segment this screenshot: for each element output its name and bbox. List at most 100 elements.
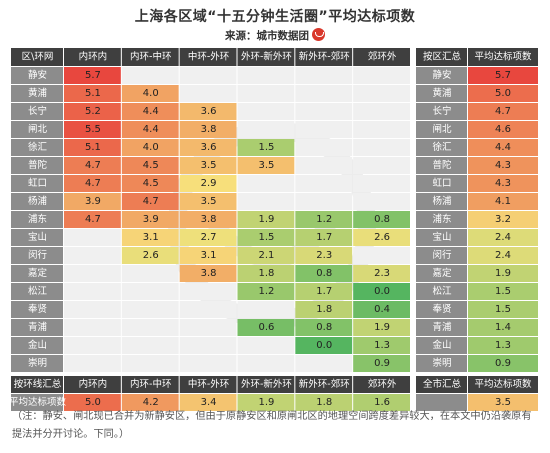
cell-value: 1.7 bbox=[316, 232, 332, 243]
district-total-cell bbox=[468, 229, 538, 246]
cell-value: 3.9 bbox=[85, 196, 101, 207]
cell-value: 4.5 bbox=[143, 160, 159, 171]
row-label: 闵行 bbox=[28, 249, 48, 261]
row-label: 宝山 bbox=[28, 231, 47, 243]
district-total-cell bbox=[468, 355, 538, 372]
side-row-label: 嘉定 bbox=[432, 267, 452, 279]
side-row-label-cell bbox=[416, 193, 467, 210]
side-value-header-label: 平均达标项数 bbox=[474, 51, 532, 63]
district-total-value: 2.4 bbox=[495, 232, 511, 243]
empty-cell bbox=[121, 283, 179, 300]
empty-cell bbox=[179, 283, 237, 300]
side-row-label: 奉贤 bbox=[432, 303, 452, 315]
column-header bbox=[295, 48, 353, 66]
side-value-header bbox=[468, 48, 538, 66]
heatmap-cell bbox=[121, 85, 179, 102]
cell-value: 2.6 bbox=[143, 250, 159, 261]
heatmap-cell bbox=[353, 337, 410, 354]
side-row-label: 杨浦 bbox=[432, 195, 452, 207]
row-label-cell bbox=[11, 193, 63, 210]
row-label: 闸北 bbox=[28, 123, 48, 135]
cell-value: 0.8 bbox=[374, 214, 390, 225]
chart-title: 上海各区域“十五分钟生活圈”平均达标项数 bbox=[134, 9, 416, 25]
empty-cell bbox=[64, 355, 121, 372]
heatmap-cell bbox=[121, 229, 179, 246]
heatmap-cell bbox=[295, 319, 353, 336]
heatmap-cell bbox=[179, 103, 237, 120]
cell-value: 1.7 bbox=[316, 286, 332, 297]
heatmap-cell bbox=[353, 211, 410, 228]
cell-value: 3.5 bbox=[258, 160, 274, 171]
side-row-label-cell bbox=[416, 67, 467, 84]
empty-cell bbox=[295, 157, 353, 174]
heatmap-cell bbox=[179, 139, 237, 156]
district-total-cell bbox=[468, 85, 538, 102]
heatmap-cell bbox=[237, 211, 295, 228]
district-total-value: 0.9 bbox=[495, 358, 511, 369]
heatmap-cell bbox=[353, 355, 410, 372]
cell-value: 5.1 bbox=[85, 142, 101, 153]
row-label: 静安 bbox=[28, 69, 47, 81]
empty-cell bbox=[179, 337, 237, 354]
empty-cell bbox=[237, 193, 295, 210]
side-row-label-cell bbox=[416, 211, 467, 228]
empty-cell bbox=[237, 67, 295, 84]
cell-value: 2.9 bbox=[201, 178, 217, 189]
district-total-cell bbox=[468, 265, 538, 282]
summary-column-header-label: 郊环外 bbox=[368, 378, 397, 390]
cell-value: 1.8 bbox=[316, 304, 332, 315]
heatmap-cell bbox=[64, 157, 121, 174]
heatmap-cell bbox=[237, 283, 295, 300]
corner-header bbox=[11, 48, 63, 66]
empty-cell bbox=[64, 265, 121, 282]
cell-value: 4.4 bbox=[143, 106, 159, 117]
empty-cell bbox=[64, 247, 121, 264]
empty-cell bbox=[353, 175, 410, 192]
district-total-cell bbox=[468, 283, 538, 300]
heatmap-cell bbox=[121, 193, 179, 210]
city-data-team-logo-icon bbox=[312, 28, 325, 41]
row-label-cell bbox=[11, 319, 63, 336]
cell-value: 1.9 bbox=[258, 214, 274, 225]
cell-value: 3.8 bbox=[201, 268, 217, 279]
column-header-label: 郊环外 bbox=[368, 51, 397, 63]
column-header bbox=[64, 48, 121, 66]
row-label: 长宁 bbox=[28, 105, 47, 117]
column-header-label: 中环-外环 bbox=[188, 51, 229, 63]
empty-cell bbox=[64, 301, 121, 318]
cell-value: 3.9 bbox=[143, 214, 159, 225]
empty-cell bbox=[295, 355, 353, 372]
side-row-label: 金山 bbox=[432, 339, 451, 351]
summary-column-header-label: 中环-外环 bbox=[188, 378, 229, 390]
city-summary-value-header bbox=[468, 376, 538, 393]
district-total-cell bbox=[468, 139, 538, 156]
side-row-label: 徐汇 bbox=[432, 141, 452, 153]
heatmap-cell bbox=[179, 211, 237, 228]
side-row-label: 浦东 bbox=[432, 213, 451, 225]
summary-column-header bbox=[237, 376, 295, 393]
row-label: 徐汇 bbox=[28, 141, 48, 153]
cell-value: 3.5 bbox=[201, 196, 217, 207]
cell-value: 1.2 bbox=[316, 214, 332, 225]
heatmap-cell bbox=[121, 211, 179, 228]
heatmap-cell bbox=[295, 229, 353, 246]
cell-value: 4.4 bbox=[143, 124, 159, 135]
summary-column-header bbox=[179, 376, 237, 393]
empty-cell bbox=[237, 301, 295, 318]
footnote: （注：静安、闸北现已合并为新静安区，但由于原静安区和原闸北区的地理空间跨度差异较… bbox=[12, 411, 532, 440]
city-summary-value-header-label: 平均达标项数 bbox=[474, 378, 532, 390]
row-label: 奉贤 bbox=[28, 303, 48, 315]
ring-total-value: 4.2 bbox=[143, 397, 159, 408]
empty-cell bbox=[64, 319, 121, 336]
heatmap-cell bbox=[64, 85, 121, 102]
district-total-value: 4.6 bbox=[495, 124, 511, 135]
row-label-cell bbox=[11, 247, 63, 264]
cell-value: 3.1 bbox=[201, 250, 217, 261]
district-total-cell bbox=[468, 193, 538, 210]
district-total-value: 5.7 bbox=[495, 70, 511, 81]
heatmap-cell bbox=[179, 175, 237, 192]
column-header-label: 内环-中环 bbox=[130, 51, 171, 63]
row-label-cell bbox=[11, 301, 63, 318]
heatmap-cell bbox=[237, 157, 295, 174]
heatmap-cell bbox=[295, 211, 353, 228]
